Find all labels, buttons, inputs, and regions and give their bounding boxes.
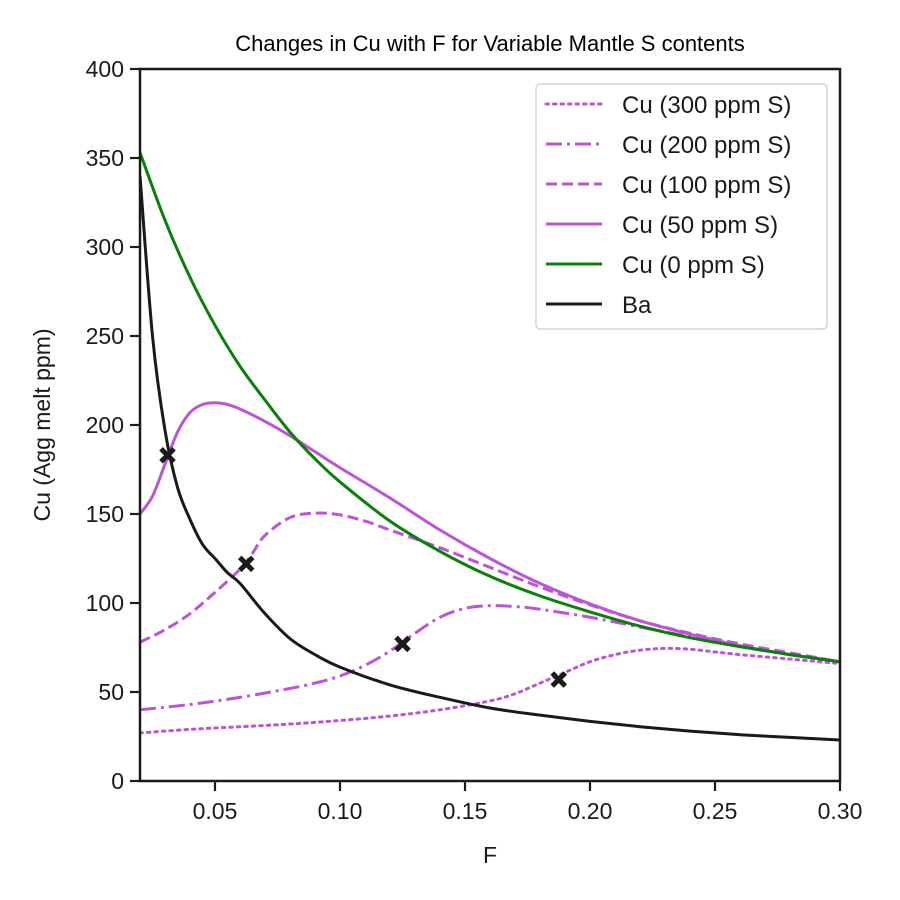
legend-item: Cu (200 ppm S): [546, 132, 791, 159]
intersection-marker-0: [159, 446, 176, 464]
series-line-3: [140, 401, 840, 664]
intersection-marker-2: [394, 635, 411, 653]
x-axis: 0.05 0.10 0.15 0.20 0.25 0.30: [193, 781, 863, 824]
legend-label: Ba: [622, 292, 652, 319]
x-axis-label: F: [483, 842, 497, 868]
legend-label: Cu (200 ppm S): [622, 132, 791, 159]
x-tick-label: 0.25: [693, 798, 738, 824]
y-tick-label: 300: [86, 234, 124, 260]
legend-items: Cu (300 ppm S) Cu (200 ppm S) Cu (100 ppm …: [544, 92, 791, 319]
series-line-1: [140, 604, 840, 712]
series-line-5: [140, 175, 840, 742]
series-line-0: [140, 646, 840, 735]
series-line-2: [140, 511, 840, 664]
x-tick-label: 0.30: [818, 798, 863, 824]
y-tick-label: 250: [86, 323, 124, 349]
legend-item: Cu (0 ppm S): [546, 252, 765, 279]
y-axis: 0 50 100 150 200 250 300 350 400: [86, 56, 140, 794]
y-tick-label: 400: [86, 56, 124, 82]
x-tick-label: 0.15: [443, 798, 488, 824]
intersection-marker-1: [237, 555, 255, 573]
chart-title: Changes in Cu with F for Variable Mantle…: [235, 31, 745, 56]
x-tick-label: 0.05: [193, 798, 238, 824]
legend: Cu (300 ppm S) Cu (200 ppm S) Cu (100 ppm …: [535, 83, 828, 330]
legend-item: Cu (300 ppm S): [544, 92, 791, 119]
y-tick-label: 100: [86, 590, 124, 616]
y-tick-label: 200: [86, 412, 124, 438]
legend-label: Cu (100 ppm S): [622, 172, 791, 199]
series-group: [140, 152, 840, 742]
legend-label: Cu (300 ppm S): [622, 92, 791, 119]
y-tick-label: 350: [86, 145, 124, 171]
x-tick-label: 0.10: [318, 798, 363, 824]
legend-label: Cu (0 ppm S): [622, 252, 765, 279]
legend-item: Ba: [546, 292, 652, 319]
y-axis-label: Cu (Agg melt ppm): [29, 328, 55, 521]
y-tick-label: 50: [98, 679, 124, 705]
plot-area: [138, 67, 842, 783]
series-line-4: [140, 152, 840, 664]
legend-item: Cu (100 ppm S): [546, 172, 791, 199]
legend-label: Cu (50 ppm S): [622, 212, 778, 239]
intersection-marker-3: [550, 671, 568, 688]
x-tick-label: 0.20: [568, 798, 613, 824]
legend-frame: [535, 83, 828, 330]
legend-item: Cu (50 ppm S): [546, 212, 778, 239]
marker-group: [159, 446, 568, 688]
y-tick-label: 150: [86, 501, 124, 527]
y-tick-label: 0: [111, 768, 124, 794]
